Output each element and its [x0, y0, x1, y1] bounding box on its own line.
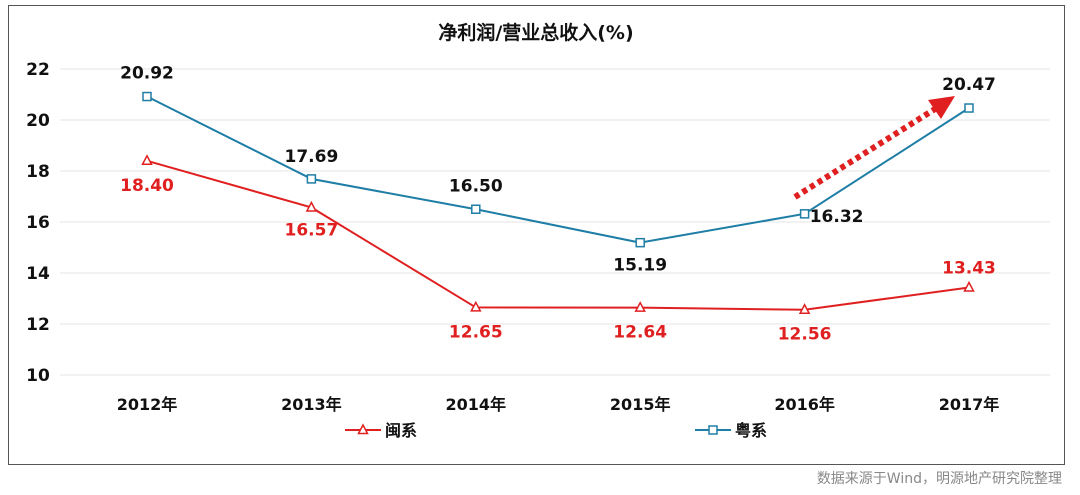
- y-tick-label: 10: [26, 366, 50, 386]
- x-tick-label: 2017年: [939, 395, 1000, 414]
- x-tick-label: 2012年: [117, 395, 178, 414]
- data-point-marker: [964, 103, 974, 113]
- legend-marker: [708, 425, 718, 435]
- data-point-marker: [141, 154, 153, 166]
- data-label: 20.47: [942, 75, 996, 95]
- data-label: 12.65: [449, 322, 503, 342]
- x-tick-label: 2015年: [610, 395, 671, 414]
- data-point-marker: [471, 204, 481, 214]
- x-tick-label: 2014年: [446, 395, 507, 414]
- data-label: 12.56: [778, 325, 832, 345]
- y-tick-label: 20: [26, 111, 50, 131]
- data-point-marker: [305, 200, 318, 212]
- y-tick-label: 18: [26, 162, 50, 182]
- data-point-marker: [963, 280, 975, 292]
- data-point-marker: [142, 91, 152, 102]
- chart-frame: [8, 5, 1065, 465]
- data-point-marker: [635, 237, 645, 248]
- data-label: 17.69: [285, 147, 339, 167]
- trend-arrow-shaft: [793, 106, 937, 200]
- x-tick-label: 2013年: [281, 395, 342, 414]
- data-label: 16.57: [285, 220, 339, 240]
- series-line-粤系: [146, 95, 970, 244]
- data-point-marker: [634, 301, 646, 312]
- x-tick-label: 2016年: [774, 395, 835, 414]
- data-label: 13.43: [942, 259, 996, 279]
- chart-title: 净利润/营业总收入(%): [438, 21, 633, 44]
- data-point-marker: [306, 174, 317, 184]
- data-label: 18.40: [120, 176, 174, 196]
- legend-marker: [357, 423, 369, 435]
- source-note: 数据来源于Wind，明源地产研究院整理: [816, 471, 1062, 487]
- data-label: 12.64: [613, 323, 667, 343]
- data-label: 16.32: [810, 207, 864, 227]
- y-tick-label: 22: [26, 60, 50, 80]
- data-point-marker: [470, 300, 482, 312]
- legend-label: 闽系: [385, 421, 417, 440]
- data-label: 16.50: [449, 176, 503, 196]
- data-label: 20.92: [120, 64, 174, 84]
- data-label: 15.19: [613, 256, 667, 276]
- y-tick-label: 12: [26, 315, 50, 335]
- series-line-闽系: [146, 159, 970, 311]
- data-point-marker: [798, 303, 811, 314]
- trend-arrow-head: [928, 96, 955, 119]
- y-tick-label: 14: [26, 264, 50, 284]
- data-point-marker: [799, 209, 810, 219]
- legend-label: 粤系: [735, 421, 767, 440]
- y-tick-label: 16: [26, 213, 50, 233]
